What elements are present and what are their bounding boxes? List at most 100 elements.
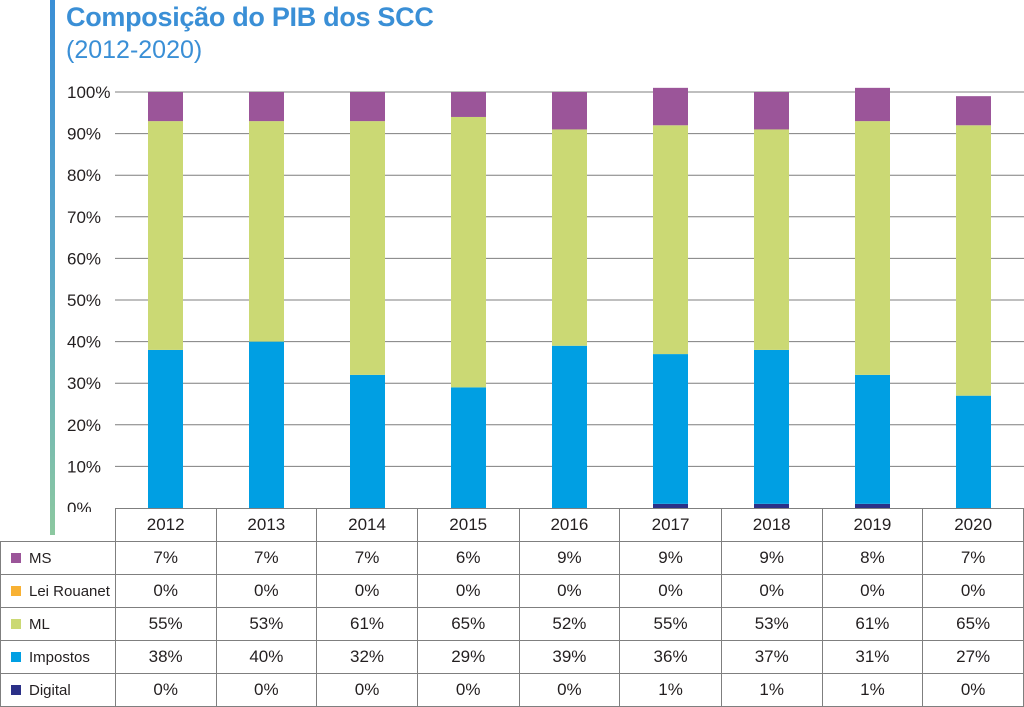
- table-row-ml: ML 55% 53% 61% 65% 52% 55% 53% 61% 65%: [0, 607, 1024, 641]
- legend-swatch-digital: [11, 684, 21, 695]
- data-label: 0%: [215, 574, 318, 608]
- data-label: 0%: [922, 574, 1024, 608]
- bar-segment-impostos-2013: [249, 341, 284, 508]
- legend-label: Digital: [29, 681, 71, 699]
- legend-label: MS: [29, 549, 52, 567]
- bar-segment-ms-2020: [956, 96, 991, 126]
- data-label: 53%: [720, 607, 823, 641]
- bar-segment-impostos-2016: [552, 345, 587, 508]
- data-label: 53%: [215, 607, 318, 641]
- data-label: 52%: [518, 607, 621, 641]
- chart-subtitle: (2012-2020): [66, 36, 203, 64]
- data-label: 9%: [720, 541, 823, 575]
- y-tick-label: 10%: [67, 457, 101, 476]
- bar-segment-ms-2013: [249, 92, 284, 122]
- y-tick-label: 50%: [67, 291, 101, 310]
- table-row-lei-rouanet: Lei Rouanet 0% 0% 0% 0% 0% 0% 0% 0% 0%: [0, 574, 1024, 608]
- data-label: 0%: [114, 574, 217, 608]
- legend-label: ML: [29, 615, 50, 633]
- y-tick-label: 90%: [67, 125, 101, 144]
- y-tick-label: 30%: [67, 374, 101, 393]
- data-label: 7%: [114, 541, 217, 575]
- bar-segment-ml-2017: [653, 125, 688, 355]
- bar-segment-digital-2017: [653, 503, 688, 508]
- data-label: 0%: [619, 574, 722, 608]
- data-label: 7%: [922, 541, 1024, 575]
- bar-segment-digital-2018: [754, 503, 789, 508]
- legend-entry-impostos: Impostos: [0, 640, 116, 674]
- data-label: 55%: [619, 607, 722, 641]
- bar-segment-ms-2014: [350, 92, 385, 122]
- bar-segment-ms-2017: [653, 87, 688, 126]
- data-label: 29%: [416, 640, 520, 674]
- x-tick-label: 2012: [114, 508, 217, 542]
- x-tick-label: 2017: [619, 508, 722, 542]
- data-label: 40%: [215, 640, 318, 674]
- bar-segment-ml-2013: [249, 121, 284, 342]
- y-tick-label: 100%: [67, 83, 110, 102]
- data-label: 0%: [316, 574, 418, 608]
- data-label: 9%: [619, 541, 722, 575]
- x-tick-label: 2016: [518, 508, 621, 542]
- table-row-impostos: Impostos 38% 40% 32% 29% 39% 36% 37% 31% 27%: [0, 640, 1024, 674]
- bar-segment-impostos-2014: [350, 374, 385, 508]
- bar-segment-ms-2019: [855, 87, 890, 122]
- data-label: 0%: [821, 574, 924, 608]
- y-tick-label: 20%: [67, 416, 101, 435]
- bar-segment-ms-2016: [552, 92, 587, 130]
- legend-label: Impostos: [29, 648, 90, 666]
- table-row-ms: MS 7% 7% 7% 6% 9% 9% 9% 8% 7%: [0, 541, 1024, 575]
- data-label: 0%: [922, 673, 1024, 707]
- data-label: 36%: [619, 640, 722, 674]
- data-label: 38%: [114, 640, 217, 674]
- x-tick-label: 2018: [720, 508, 823, 542]
- data-label: 0%: [518, 574, 621, 608]
- data-label: 61%: [316, 607, 418, 641]
- bar-segment-impostos-2012: [148, 349, 183, 508]
- chart-title: Composição do PIB dos SCC: [66, 2, 434, 32]
- data-label: 27%: [922, 640, 1024, 674]
- legend-entry-digital: Digital: [0, 673, 116, 707]
- bar-segment-ml-2012: [148, 121, 183, 350]
- data-label: 0%: [518, 673, 621, 707]
- data-label: 31%: [821, 640, 924, 674]
- y-tick-label: 80%: [67, 166, 101, 185]
- bar-segment-ms-2015: [451, 92, 486, 117]
- legend-swatch-impostos: [11, 651, 21, 662]
- data-label: 61%: [821, 607, 924, 641]
- data-label: 6%: [416, 541, 520, 575]
- bar-segment-impostos-2019: [855, 374, 890, 504]
- stacked-bar-chart: 0% 10% 20% 30% 40% 50% 60% 70% 80% 90% 100%: [67, 83, 1024, 512]
- bar-segment-impostos-2018: [754, 349, 789, 504]
- data-table: 2012 2013 2014 2015 2016 2017 2018 2019 2020 MS 7%…: [0, 508, 1024, 707]
- data-label: 1%: [619, 673, 722, 707]
- bar-segment-impostos-2020: [956, 395, 991, 508]
- data-label: 37%: [720, 640, 823, 674]
- y-tick-label: 70%: [67, 208, 101, 227]
- table-header-row: 2012 2013 2014 2015 2016 2017 2018 2019 2020: [1, 508, 1024, 542]
- table-corner: [1, 509, 116, 542]
- data-label: 0%: [114, 673, 217, 707]
- x-tick-label: 2015: [416, 508, 520, 542]
- data-label: 65%: [922, 607, 1024, 641]
- bar-segment-ms-2012: [148, 92, 183, 122]
- data-label: 0%: [416, 673, 520, 707]
- data-label: 8%: [821, 541, 924, 575]
- x-tick-label: 2014: [316, 508, 418, 542]
- data-label: 32%: [316, 640, 418, 674]
- legend-swatch-ml: [11, 618, 21, 629]
- bar-segment-ms-2018: [754, 92, 789, 130]
- bar-segment-ml-2019: [855, 121, 890, 375]
- y-tick-label: 40%: [67, 333, 101, 352]
- table-row-digital: Digital 0% 0% 0% 0% 0% 1% 1% 1% 0%: [0, 673, 1024, 707]
- legend-swatch-lei-rouanet: [11, 585, 21, 596]
- bar-segment-digital-2019: [855, 503, 890, 508]
- legend-swatch-ms: [11, 552, 21, 563]
- data-label: 55%: [114, 607, 217, 641]
- bar-segment-ml-2018: [754, 129, 789, 350]
- data-label: 39%: [518, 640, 621, 674]
- bar-segment-ml-2015: [451, 116, 486, 388]
- bar-segment-impostos-2017: [653, 354, 688, 504]
- data-label: 0%: [416, 574, 520, 608]
- y-tick-label: 60%: [67, 249, 101, 268]
